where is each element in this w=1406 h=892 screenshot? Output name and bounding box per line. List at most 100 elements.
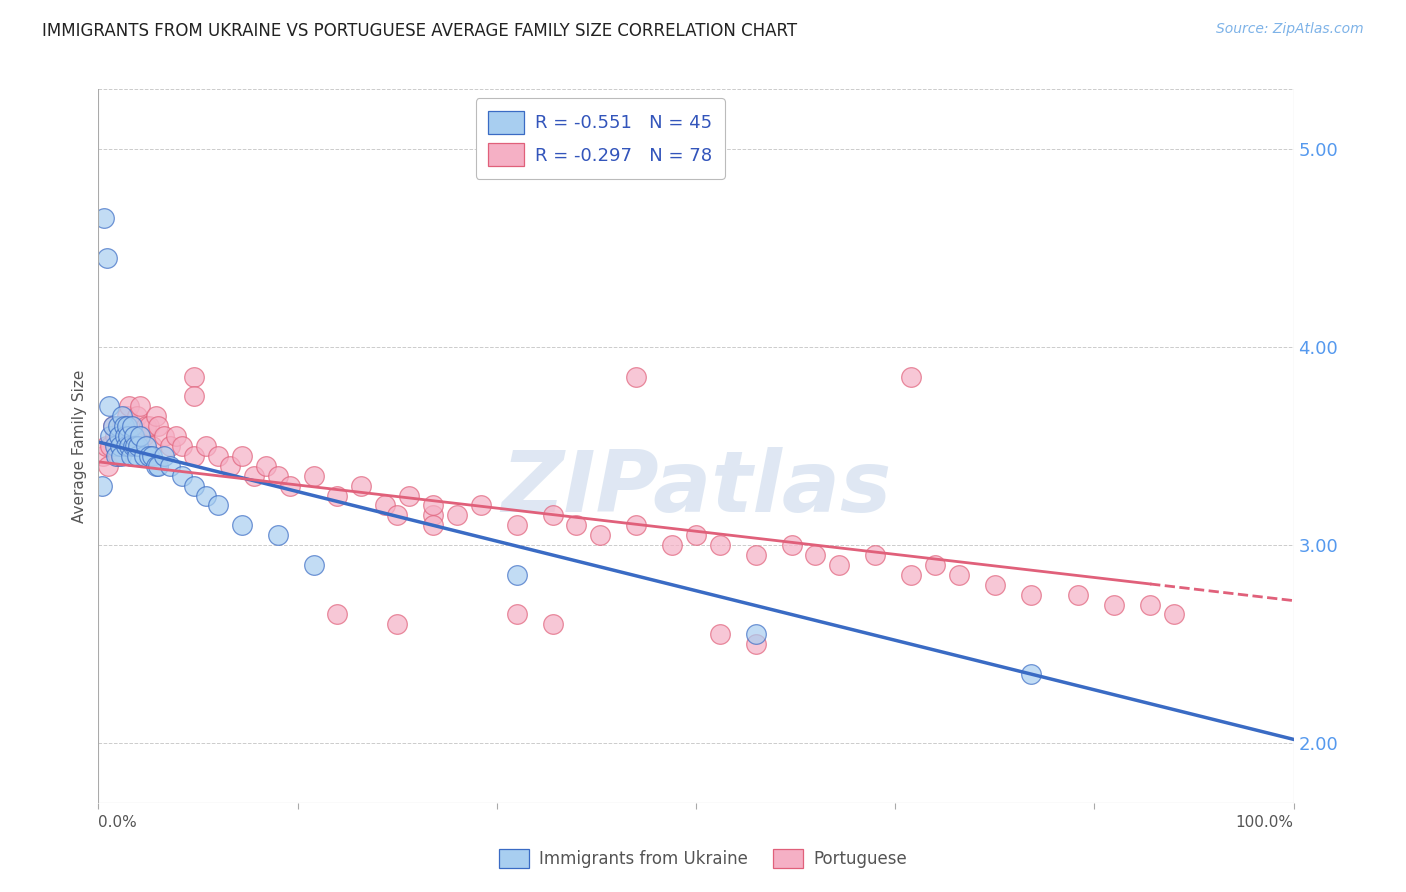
Point — [565, 518, 588, 533]
Point — [385, 617, 409, 632]
Point — [183, 449, 205, 463]
Point — [121, 429, 143, 443]
Point — [120, 449, 142, 463]
Point — [97, 458, 120, 473]
Point — [132, 449, 155, 463]
Point — [91, 478, 114, 492]
Text: 100.0%: 100.0% — [1236, 814, 1294, 830]
Point — [108, 429, 131, 443]
Point — [195, 489, 218, 503]
Point — [541, 617, 564, 632]
Y-axis label: Average Family Size: Average Family Size — [72, 369, 87, 523]
Point — [135, 419, 157, 434]
Point — [1067, 588, 1090, 602]
Point — [709, 538, 731, 552]
Point — [470, 499, 492, 513]
Point — [207, 499, 229, 513]
Point — [780, 538, 803, 552]
Point — [1139, 598, 1161, 612]
Point — [105, 449, 128, 463]
Point — [709, 627, 731, 641]
Point — [93, 211, 115, 225]
Point — [159, 439, 181, 453]
Text: 0.0%: 0.0% — [98, 814, 138, 830]
Point — [1104, 598, 1126, 612]
Point — [110, 449, 132, 463]
Point — [112, 419, 135, 434]
Point — [350, 478, 373, 492]
Point — [326, 607, 349, 622]
Point — [117, 429, 139, 443]
Point — [900, 567, 922, 582]
Point — [506, 607, 529, 622]
Point — [865, 548, 887, 562]
Point — [231, 518, 253, 533]
Text: ZIPatlas: ZIPatlas — [501, 447, 891, 531]
Point — [129, 429, 152, 443]
Point — [589, 528, 612, 542]
Point — [685, 528, 707, 542]
Point — [195, 439, 218, 453]
Point — [828, 558, 851, 572]
Point — [626, 518, 648, 533]
Point — [138, 419, 160, 434]
Point — [231, 449, 253, 463]
Point — [115, 439, 138, 453]
Point — [141, 439, 163, 453]
Point — [129, 400, 152, 414]
Point — [541, 508, 564, 523]
Point — [183, 369, 205, 384]
Point — [159, 458, 181, 473]
Point — [506, 567, 529, 582]
Point — [422, 508, 444, 523]
Point — [118, 400, 141, 414]
Point — [145, 458, 167, 473]
Point — [141, 449, 163, 463]
Point — [94, 439, 117, 453]
Point — [118, 439, 141, 453]
Point — [626, 369, 648, 384]
Point — [127, 439, 149, 453]
Point — [125, 409, 148, 424]
Point — [948, 567, 970, 582]
Point — [132, 429, 155, 443]
Point — [172, 439, 194, 453]
Text: Source: ZipAtlas.com: Source: ZipAtlas.com — [1216, 22, 1364, 37]
Point — [804, 548, 827, 562]
Point — [1019, 667, 1042, 681]
Point — [924, 558, 946, 572]
Point — [101, 419, 124, 434]
Point — [254, 458, 277, 473]
Point — [326, 489, 349, 503]
Point — [207, 449, 229, 463]
Point — [124, 439, 146, 453]
Point — [148, 458, 170, 473]
Point — [745, 627, 768, 641]
Point — [122, 439, 145, 453]
Point — [183, 478, 205, 492]
Point — [302, 468, 325, 483]
Point — [374, 499, 396, 513]
Point — [124, 429, 146, 443]
Point — [107, 419, 129, 434]
Point — [98, 400, 121, 414]
Legend: Immigrants from Ukraine, Portuguese: Immigrants from Ukraine, Portuguese — [492, 842, 914, 875]
Point — [138, 449, 160, 463]
Point — [302, 558, 325, 572]
Point — [153, 429, 176, 443]
Point — [107, 449, 129, 463]
Point — [104, 429, 127, 443]
Point — [661, 538, 683, 552]
Point — [1163, 607, 1185, 622]
Point — [121, 419, 143, 434]
Point — [165, 429, 187, 443]
Point — [278, 478, 301, 492]
Point — [98, 439, 122, 453]
Point — [172, 468, 194, 483]
Point — [91, 449, 114, 463]
Point — [124, 419, 146, 434]
Point — [745, 548, 768, 562]
Point — [446, 508, 468, 523]
Point — [125, 449, 148, 463]
Point — [745, 637, 768, 651]
